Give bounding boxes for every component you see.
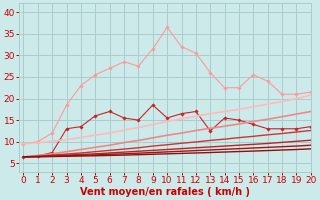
X-axis label: Vent moyen/en rafales ( km/h ): Vent moyen/en rafales ( km/h ) (80, 187, 250, 197)
